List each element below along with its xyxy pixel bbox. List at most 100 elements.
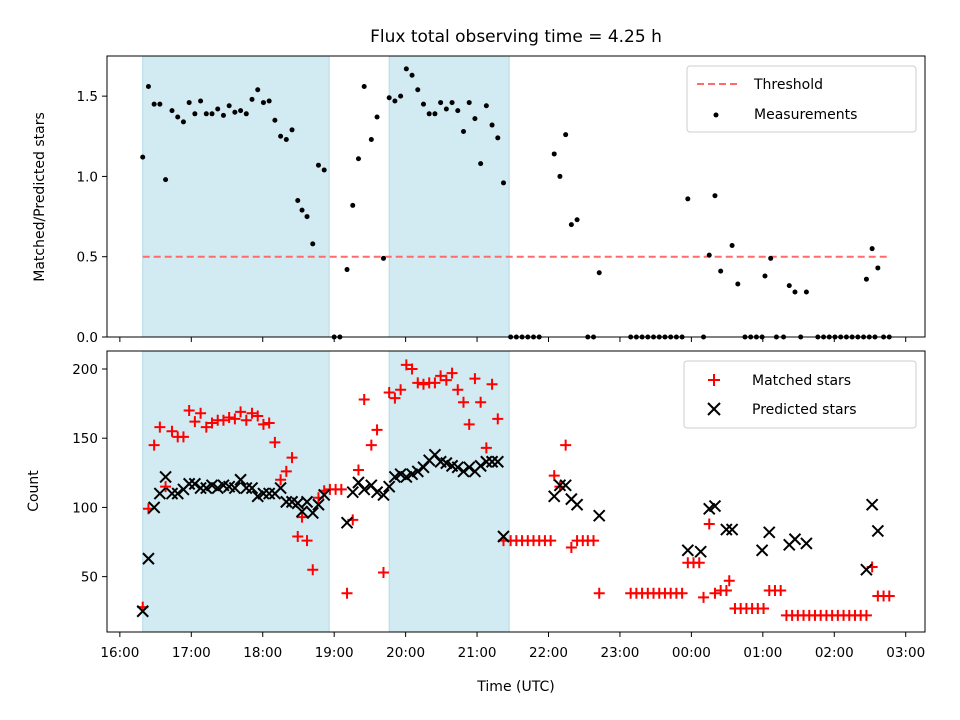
predicted-star-point bbox=[763, 526, 776, 539]
measurement-point bbox=[460, 128, 466, 134]
x-tick-label: 01:00 bbox=[743, 645, 782, 661]
legend-predicted-marker bbox=[707, 402, 721, 416]
measurement-point bbox=[483, 103, 489, 109]
predicted-star-point bbox=[234, 473, 247, 486]
matched-star-point bbox=[183, 405, 195, 417]
x-tick-label: 18:00 bbox=[243, 645, 282, 661]
measurement-point bbox=[729, 242, 735, 248]
predicted-star-point bbox=[340, 516, 354, 529]
predicted-star-point bbox=[871, 524, 885, 538]
measurement-point bbox=[140, 154, 146, 160]
measurement-point bbox=[198, 98, 204, 104]
predicted-star-point bbox=[462, 461, 476, 474]
y-tick-label: 150 bbox=[72, 431, 98, 447]
predicted-star-point bbox=[720, 523, 733, 536]
matched-star-point bbox=[492, 413, 504, 425]
y-tick-label: 200 bbox=[72, 362, 98, 378]
matched-star-point bbox=[457, 396, 469, 408]
predicted-star-point bbox=[147, 501, 161, 514]
measurement-point bbox=[289, 127, 295, 133]
measurement-point bbox=[792, 289, 798, 295]
top-y-axis-label: Matched/Predicted stars bbox=[32, 112, 48, 282]
matched-star-point bbox=[223, 411, 235, 423]
measurement-point bbox=[266, 98, 272, 104]
chart-title: Flux total observing time = 4.25 h bbox=[370, 27, 662, 47]
matched-star-point bbox=[148, 439, 160, 451]
shaded-region bbox=[142, 55, 330, 338]
measurement-point bbox=[321, 167, 327, 173]
predicted-star-point bbox=[317, 488, 331, 502]
measurement-point bbox=[260, 100, 266, 106]
measurement-point bbox=[869, 246, 875, 252]
matched-star-point bbox=[720, 584, 732, 596]
predicted-star-point bbox=[153, 487, 167, 500]
matched-star-point bbox=[275, 474, 287, 486]
predicted-star-point bbox=[306, 506, 319, 520]
predicted-star-point bbox=[548, 490, 561, 503]
top-shaded-regions bbox=[142, 55, 510, 338]
predicted-star-point bbox=[497, 530, 510, 543]
legend-matched-label: Matched stars bbox=[752, 373, 851, 389]
x-tick-label: 23:00 bbox=[600, 645, 639, 661]
matched-star-point bbox=[154, 421, 166, 433]
measurement-point bbox=[472, 116, 478, 122]
measurement-point bbox=[295, 198, 301, 204]
matched-star-point bbox=[560, 439, 572, 451]
measurement-point bbox=[203, 111, 209, 117]
predicted-star-point bbox=[280, 495, 293, 509]
measurement-point bbox=[718, 268, 724, 274]
measurement-point bbox=[192, 111, 198, 117]
measurement-point bbox=[226, 103, 232, 109]
predicted-star-point bbox=[593, 509, 606, 522]
matched-star-point bbox=[307, 564, 319, 576]
y-tick-label: 50 bbox=[81, 570, 98, 586]
measurement-point bbox=[350, 202, 356, 208]
matched-star-point bbox=[296, 511, 308, 523]
measurement-point bbox=[238, 108, 244, 114]
predicted-star-point bbox=[312, 498, 325, 511]
bottom-x-ticks: 16:00 17:00 18:00 19:00 20:00 21:00 22:00 23:00… bbox=[100, 632, 925, 661]
bottom-axes-frame bbox=[106, 350, 926, 633]
measurement-point bbox=[786, 283, 792, 289]
matched-star-point bbox=[160, 481, 172, 493]
measurement-point bbox=[186, 100, 192, 106]
measurement-point bbox=[568, 222, 574, 228]
top-axes-frame bbox=[106, 55, 926, 338]
y-tick-label: 1.5 bbox=[77, 89, 98, 105]
bottom-y-axis-label: Count bbox=[26, 470, 42, 512]
measurement-point bbox=[344, 267, 350, 273]
measurement-point bbox=[409, 72, 415, 78]
measurement-point bbox=[432, 111, 438, 117]
matched-star-point bbox=[383, 387, 395, 399]
matched-star-point bbox=[352, 464, 364, 476]
matched-star-point bbox=[263, 417, 275, 429]
predicted-star-point bbox=[553, 479, 567, 492]
measurement-point bbox=[803, 289, 809, 295]
matched-star-point bbox=[480, 442, 492, 454]
bottom-legend: Matched stars Predicted stars bbox=[683, 360, 917, 429]
measurement-point bbox=[863, 276, 869, 282]
matched-star-point bbox=[269, 436, 281, 448]
measurement-point bbox=[169, 108, 175, 114]
measurement-point bbox=[315, 162, 321, 168]
measurement-point bbox=[762, 273, 768, 279]
measurement-point bbox=[232, 109, 238, 115]
matched-star-point bbox=[698, 591, 710, 603]
measurement-point bbox=[361, 84, 367, 90]
measurement-point bbox=[489, 122, 495, 128]
predicted-star-point bbox=[357, 483, 371, 496]
predicted-star-point bbox=[570, 498, 584, 511]
measurement-point bbox=[310, 241, 316, 247]
predicted-star-point bbox=[457, 465, 470, 478]
measurement-point bbox=[420, 101, 426, 107]
matched-star-point bbox=[286, 452, 298, 464]
matched-star-point bbox=[406, 363, 418, 375]
measurement-point bbox=[735, 281, 741, 287]
matched-star-point bbox=[177, 431, 189, 443]
measurement-point bbox=[278, 133, 284, 139]
matched-star-point bbox=[429, 377, 441, 389]
predicted-star-point bbox=[485, 455, 499, 468]
measurement-point bbox=[215, 106, 221, 112]
matched-star-point bbox=[341, 587, 353, 599]
measurement-point bbox=[551, 151, 557, 157]
